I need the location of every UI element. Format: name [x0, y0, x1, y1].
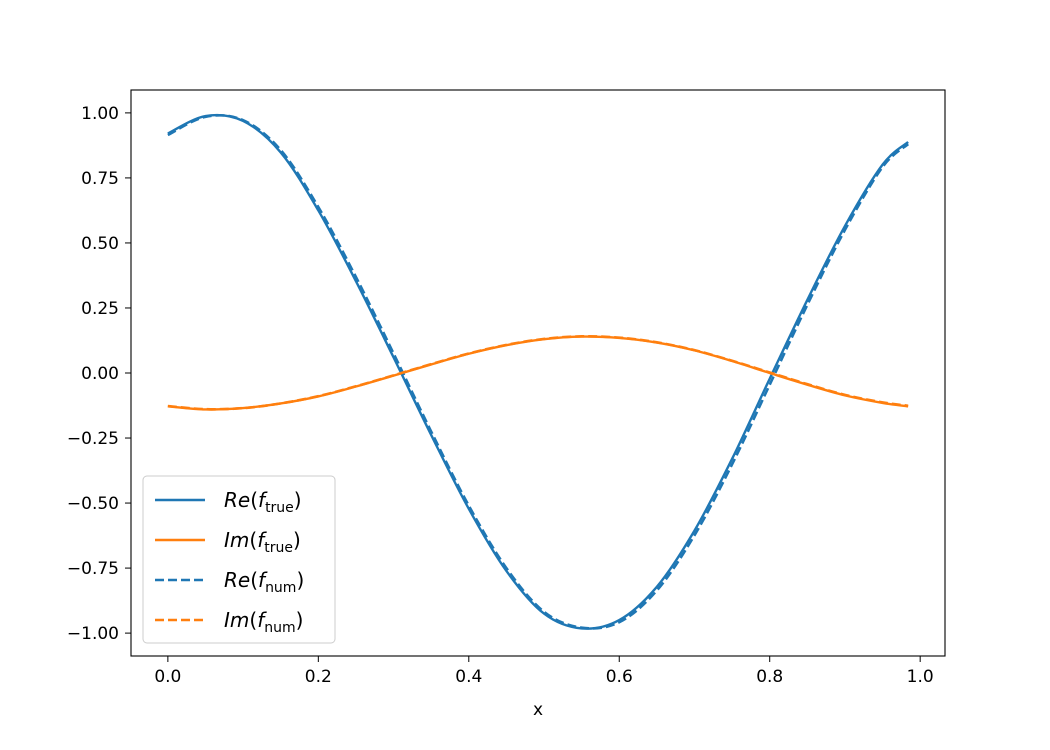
x-tick-label: 1.0: [907, 667, 934, 687]
legend-frame: [142, 475, 336, 644]
series-layer: [167, 113, 910, 630]
y-tick-label: 1.00: [81, 104, 119, 124]
legend-label-3: Re(fnum): [224, 568, 304, 596]
y-tick-label: −1.00: [67, 624, 119, 644]
x-tick-label: 0.6: [606, 667, 633, 687]
y-tick-label: 0.25: [81, 299, 119, 319]
y-tick-label: 0.50: [81, 234, 119, 254]
x-tick-label: 0.0: [154, 667, 181, 687]
y-tick-label: 0.00: [81, 364, 119, 384]
x-axis-label: x: [533, 700, 543, 720]
y-tick-label: −0.50: [67, 494, 119, 514]
series-line-4: [167, 334, 909, 411]
legend-label-2: Im(ftrue): [224, 528, 301, 556]
y-tick-label: −0.25: [67, 429, 119, 449]
x-tick-label: 0.4: [455, 667, 482, 687]
y-axis-ticks: 1.00 0.75 0.50 0.25 0.00 −0.25 −0.50 −0.75 −1.00: [67, 104, 131, 644]
x-axis-ticks: 0.0 0.2 0.4 0.6 0.8 1.0: [154, 656, 934, 687]
y-tick-label: −0.75: [67, 559, 119, 579]
series-line-1: [167, 113, 909, 630]
y-tick-label: 0.75: [81, 169, 119, 189]
x-tick-label: 0.8: [756, 667, 783, 687]
x-tick-label: 0.2: [305, 667, 332, 687]
series-line-3: [167, 114, 910, 630]
legend-label-1: Re(ftrue): [224, 488, 302, 516]
legend-label-4: Im(fnum): [224, 608, 303, 636]
legend: Re(ftrue) Im(ftrue) Re(fnum) Im(fnum): [142, 475, 336, 644]
